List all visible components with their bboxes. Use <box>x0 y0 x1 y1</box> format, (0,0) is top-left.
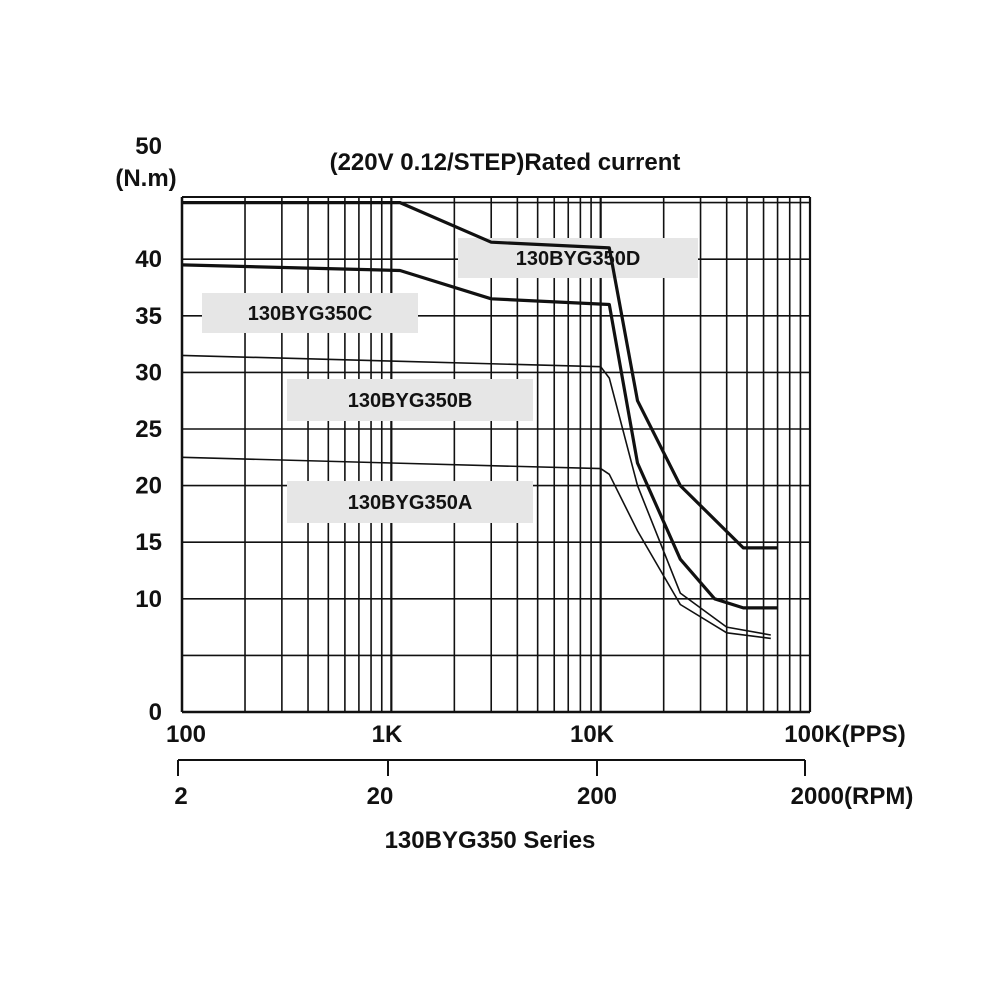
y-tick-label: 30 <box>135 359 162 386</box>
y-tick-label: 50 <box>135 133 162 160</box>
x-tick-label-rpm: 2000(RPM) <box>791 783 914 810</box>
x-tick-label-rpm: 200 <box>577 783 617 810</box>
series-label-text: 130BYG350D <box>516 248 641 270</box>
series-label-text: 130BYG350A <box>348 492 473 514</box>
axes: 0 10 15 20 25 30 35 40 50 100 1K 10K 100K(PPS) 2 20 200… <box>135 133 913 810</box>
chart-caption: 130BYG350 Series <box>385 827 596 854</box>
x-tick-label-pps: 100 <box>166 721 206 748</box>
x-tick-label-rpm: 2 <box>174 783 187 810</box>
chart-title: (220V 0.12/STEP)Rated current <box>330 149 681 176</box>
series-line-130BYG350C <box>181 263 778 610</box>
y-tick-label: 25 <box>135 416 162 443</box>
x-tick-label-rpm: 20 <box>367 783 394 810</box>
series-label-text: 130BYG350C <box>248 303 373 325</box>
y-tick-label: 10 <box>135 586 162 613</box>
series-label-box <box>202 293 418 333</box>
grid-lines <box>180 196 812 713</box>
y-tick-label: 15 <box>135 529 162 556</box>
series-line-130BYG350A <box>181 456 771 640</box>
y-tick-label: 35 <box>135 303 162 330</box>
series-line-130BYG350B <box>181 354 771 636</box>
x-tick-label-pps: 1K <box>372 721 403 748</box>
y-tick-label: 40 <box>135 246 162 273</box>
series-label-text: 130BYG350B <box>348 390 473 412</box>
series-labels: 130BYG350D 130BYG350C 130BYG350B 130BYG350A <box>202 238 698 523</box>
series-label-box <box>458 238 698 278</box>
y-tick-label: 20 <box>135 473 162 500</box>
series-label-box <box>287 481 533 523</box>
y-axis-label: (N.m) <box>115 165 176 192</box>
y-tick-label: 0 <box>149 699 162 726</box>
x-tick-label-pps: 100K(PPS) <box>784 721 905 748</box>
series-lines <box>181 201 778 640</box>
series-line-130BYG350D <box>182 201 778 550</box>
x-tick-label-pps: 10K <box>570 721 615 748</box>
series-label-box <box>287 379 533 421</box>
